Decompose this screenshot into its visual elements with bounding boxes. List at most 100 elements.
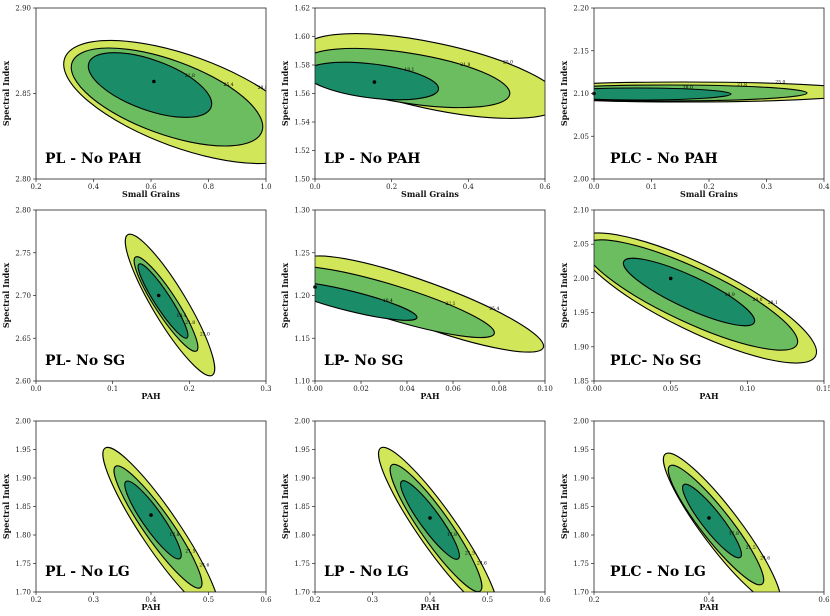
y-tick-label: 1.10 [294,378,310,386]
contour-level-label: 18.4 [176,313,186,319]
contour-level-label: 17.8 [447,532,457,538]
y-tick-label: 1.95 [294,446,310,454]
x-tick-label: 0.2 [703,183,714,191]
best-fit-point [707,516,711,520]
best-fit-point [372,80,377,84]
x-tick-label: 0.4 [703,596,715,604]
x-tick-label: 0.4 [818,183,830,191]
contour-level-label: 21.8 [185,73,195,79]
y-tick-label: 2.05 [573,241,589,249]
x-axis-label: PAH [699,391,719,401]
contours: 25.0 21.8 18.1 [315,33,545,119]
y-tick-label: 1.95 [573,309,589,317]
x-tick-label: 0.3 [88,596,99,604]
contour-level-label: 24.6 [477,561,487,567]
y-tick-label: 2.10 [573,90,589,98]
y-tick-label: 2.15 [573,47,589,55]
y-tick-label: 1.52 [294,147,310,155]
y-tick-label: 2.00 [15,418,31,426]
y-tick-label: 1.75 [294,560,310,568]
x-tick-label: 0.4 [463,183,475,191]
contour-inner [315,281,418,321]
y-tick-label: 2.05 [573,133,589,141]
panel-title: LP- No SG [324,353,403,369]
y-tick-label: 1.70 [15,589,31,597]
contour-inner [400,480,460,560]
contour-level-label: 28.8 [258,85,268,91]
x-tick-label: 0.2 [184,385,195,393]
contour-level-label: 24.6 [760,556,770,562]
y-tick-label: 1.80 [15,532,31,540]
contour-inner [137,263,189,339]
x-tick-label: 0.10 [740,385,756,393]
contour-level-label: 21.5 [185,549,195,555]
x-tick-label: 0.05 [663,385,679,393]
contour-level-label: 21.8 [460,62,470,68]
panel-2: 25.0 21.8 18.1 0.0 0.2 0.4 0.6 1.50 1.52 1.54 1.56… [280,5,551,200]
panel-title: LP - No LG [324,564,409,580]
y-axis-label: Spectral Index [559,474,569,539]
y-tick-label: 1.56 [294,90,310,98]
y-axis-label: Spectral Index [1,61,11,126]
panel-title: PL- No SG [45,353,125,369]
contour-level-label: 17.8 [169,532,179,538]
y-tick-label: 1.80 [294,532,310,540]
contour-level-label: 17.8 [729,531,739,537]
x-tick-label: 0.10 [537,385,553,393]
contours: 24.621.5 17.8 [378,446,498,592]
x-tick-label: 0.04 [399,385,415,393]
x-tick-label: 0.1 [107,385,118,393]
y-tick-label: 2.00 [573,176,589,184]
best-fit-point [149,513,153,517]
contour-inner [682,483,742,559]
y-tick-label: 1.15 [294,335,310,343]
contour-level-label: 21.8 [737,82,747,88]
y-tick-label: 1.25 [294,249,310,257]
y-axis-label: Spectral Index [1,263,11,328]
contour-level-label: 21.5 [746,545,756,551]
panel-title: PLC - No LG [610,564,706,580]
panel-3: 25.0 21.8 18.0 0.0 0.1 0.2 0.3 0.4 2.00 2.05 2.10 2… [559,5,830,200]
contour-level-label: 24.0 [752,297,762,303]
x-tick-label: 0.15 [816,385,830,393]
x-tick-label: 0.00 [586,385,602,393]
x-tick-label: 0.4 [145,596,157,604]
y-tick-label: 1.95 [573,446,589,454]
panel-6: 28.1 24.0 19.9 0.00 0.05 0.10 0.15 1.85 1.90 1.95… [559,207,830,402]
y-tick-label: 1.90 [294,475,310,483]
y-tick-label: 2.75 [15,249,31,257]
y-tick-label: 2.00 [573,275,589,283]
contour-level-label: 28.1 [768,300,778,306]
y-axis-label: Spectral Index [280,263,290,328]
contour-level-label: 25.0 [200,331,210,337]
y-tick-label: 1.85 [573,503,589,511]
x-tick-label: 0.00 [307,385,323,393]
y-tick-label: 2.90 [15,5,31,13]
panel-8: 24.621.5 17.8 0.2 0.3 0.4 0.5 0.6 1.70 1.75 1.80 1… [280,418,551,613]
x-axis-label: Small Grains [122,189,180,199]
contour-level-label: 18.4 [383,298,393,304]
y-tick-label: 1.58 [294,62,310,70]
panel-title: PL - No LG [45,564,130,580]
contour-level-label: 19.9 [725,292,735,298]
contours: 28.8 25.4 21.8 [63,39,268,165]
x-axis-label: PAH [141,391,161,401]
contour-level-label: 24.6 [199,563,209,569]
y-tick-label: 2.80 [15,207,31,215]
best-fit-point [152,79,156,84]
y-tick-label: 1.30 [294,207,310,215]
contour-inner [622,257,756,327]
y-tick-label: 1.70 [573,589,589,597]
y-tick-label: 1.70 [294,589,310,597]
panel-title: PLC - No PAH [610,151,718,167]
x-axis-label: Small Grains [401,189,459,199]
x-axis-label: PAH [141,602,161,612]
panel-title: LP - No PAH [324,151,421,167]
y-tick-label: 1.85 [294,503,310,511]
y-tick-label: 1.75 [15,560,31,568]
x-axis-label: PAH [420,602,440,612]
y-axis-label: Spectral Index [559,263,569,328]
contour-level-label: 21.5 [465,551,475,557]
contour-level-label: 25.4 [489,306,499,312]
